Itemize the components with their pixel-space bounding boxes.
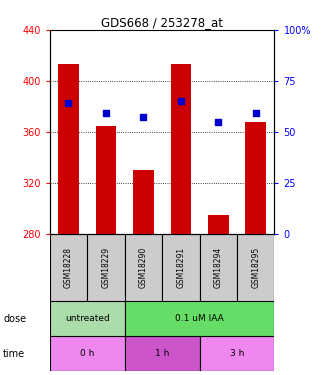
Text: 0.1 uM IAA: 0.1 uM IAA — [175, 314, 224, 323]
FancyBboxPatch shape — [125, 336, 200, 371]
FancyBboxPatch shape — [125, 234, 162, 301]
FancyBboxPatch shape — [200, 336, 274, 371]
Text: time: time — [3, 349, 25, 359]
Point — [253, 110, 258, 116]
Text: 1 h: 1 h — [155, 349, 169, 358]
Bar — [58, 64, 79, 234]
FancyBboxPatch shape — [50, 301, 125, 336]
Point — [66, 100, 71, 106]
Point — [178, 99, 183, 105]
Text: 3 h: 3 h — [230, 349, 244, 358]
Point — [141, 114, 146, 120]
Bar — [170, 64, 191, 234]
Bar — [246, 122, 266, 234]
FancyBboxPatch shape — [50, 336, 125, 371]
Text: GSM18291: GSM18291 — [176, 247, 185, 288]
Text: GSM18229: GSM18229 — [101, 247, 110, 288]
Text: GSM18295: GSM18295 — [251, 247, 260, 288]
FancyBboxPatch shape — [50, 234, 87, 301]
Text: 0 h: 0 h — [80, 349, 94, 358]
Bar — [96, 126, 116, 234]
Text: GSM18294: GSM18294 — [214, 247, 223, 288]
Text: untreated: untreated — [65, 314, 109, 323]
FancyBboxPatch shape — [162, 234, 200, 301]
Text: dose: dose — [3, 314, 26, 324]
Bar — [208, 215, 229, 234]
Point — [216, 119, 221, 125]
FancyBboxPatch shape — [87, 234, 125, 301]
FancyBboxPatch shape — [237, 234, 274, 301]
Bar — [133, 170, 154, 234]
FancyBboxPatch shape — [125, 301, 274, 336]
Point — [103, 110, 108, 116]
Text: GSM18228: GSM18228 — [64, 247, 73, 288]
Title: GDS668 / 253278_at: GDS668 / 253278_at — [101, 16, 223, 29]
Text: GSM18290: GSM18290 — [139, 247, 148, 288]
FancyBboxPatch shape — [200, 234, 237, 301]
